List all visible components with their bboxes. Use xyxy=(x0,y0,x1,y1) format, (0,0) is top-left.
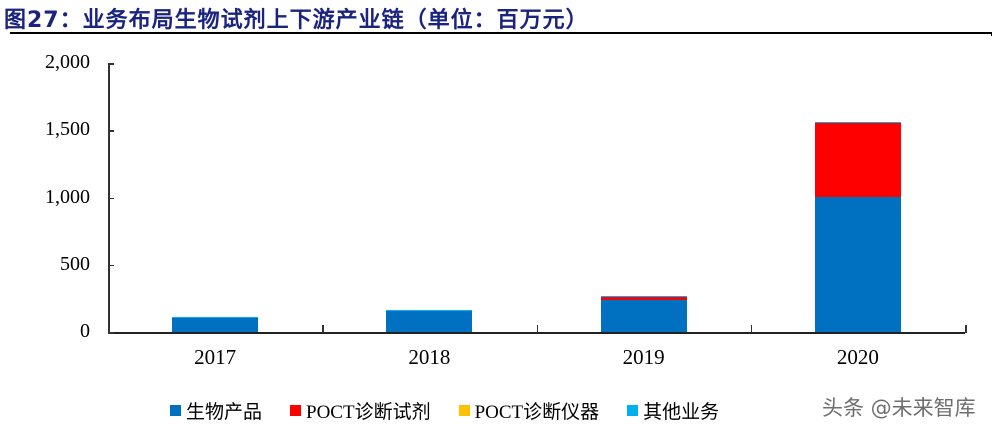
x-tick-label: 2019 xyxy=(622,345,665,369)
x-tick-label: 2018 xyxy=(408,345,451,369)
bar-2017 xyxy=(172,316,259,332)
x-tick-label: 2020 xyxy=(836,345,879,369)
bar-segment xyxy=(600,300,687,332)
y-tick xyxy=(108,63,114,65)
legend-item-other: 其他业务 xyxy=(627,397,719,424)
x-tick xyxy=(536,325,538,333)
y-tick-label: 500 xyxy=(60,252,90,275)
x-tick xyxy=(965,325,967,333)
chart-title: 图27：业务布局生物试剂上下游产业链（单位：百万元） xyxy=(4,8,589,33)
watermark: 头条 @未来智库 xyxy=(822,396,976,420)
bar-2019 xyxy=(600,295,687,332)
y-tick-label: 2,000 xyxy=(45,51,90,73)
title-divider xyxy=(10,32,992,34)
bar-segment xyxy=(172,316,259,318)
bar-segment xyxy=(600,297,687,301)
legend-swatch xyxy=(170,405,181,416)
legend-swatch xyxy=(458,405,470,416)
y-tick-label: 0 xyxy=(80,320,90,342)
y-tick xyxy=(108,197,114,199)
bar-segment xyxy=(814,122,901,198)
legend-item-bio-products: 生物产品 xyxy=(170,397,262,424)
y-tick xyxy=(108,332,114,334)
x-tick xyxy=(750,325,753,333)
y-tick-label: 1,000 xyxy=(45,185,90,208)
legend-item-poct-reagents: POCT诊断试剂 xyxy=(290,397,431,424)
x-tick-label: 2017 xyxy=(194,345,237,369)
y-tick xyxy=(108,130,114,132)
y-tick xyxy=(108,264,114,267)
bar-segment xyxy=(386,309,473,311)
legend-swatch xyxy=(627,405,639,416)
bar-2020 xyxy=(814,122,901,332)
x-tick xyxy=(322,325,324,333)
legend: 生物产品 POCT诊断试剂 POCT诊断仪器 其他业务 xyxy=(170,397,719,424)
legend-label: 生物产品 xyxy=(186,401,263,423)
bar-segment xyxy=(386,310,473,312)
bar-segment xyxy=(600,295,687,298)
legend-label: POCT诊断试剂 xyxy=(306,402,431,423)
legend-label: POCT诊断仪器 xyxy=(474,402,600,423)
y-tick-label: 1,500 xyxy=(45,118,90,141)
bar-segment xyxy=(386,311,473,332)
legend-label: 其他业务 xyxy=(643,401,720,423)
legend-swatch xyxy=(290,405,302,416)
bar-2018 xyxy=(386,309,473,332)
bar-segment xyxy=(172,317,259,332)
bar-segment xyxy=(814,197,901,332)
legend-item-poct-instruments: POCT诊断仪器 xyxy=(458,397,600,424)
title-divider-end xyxy=(991,32,992,36)
bar-segment xyxy=(814,122,901,123)
